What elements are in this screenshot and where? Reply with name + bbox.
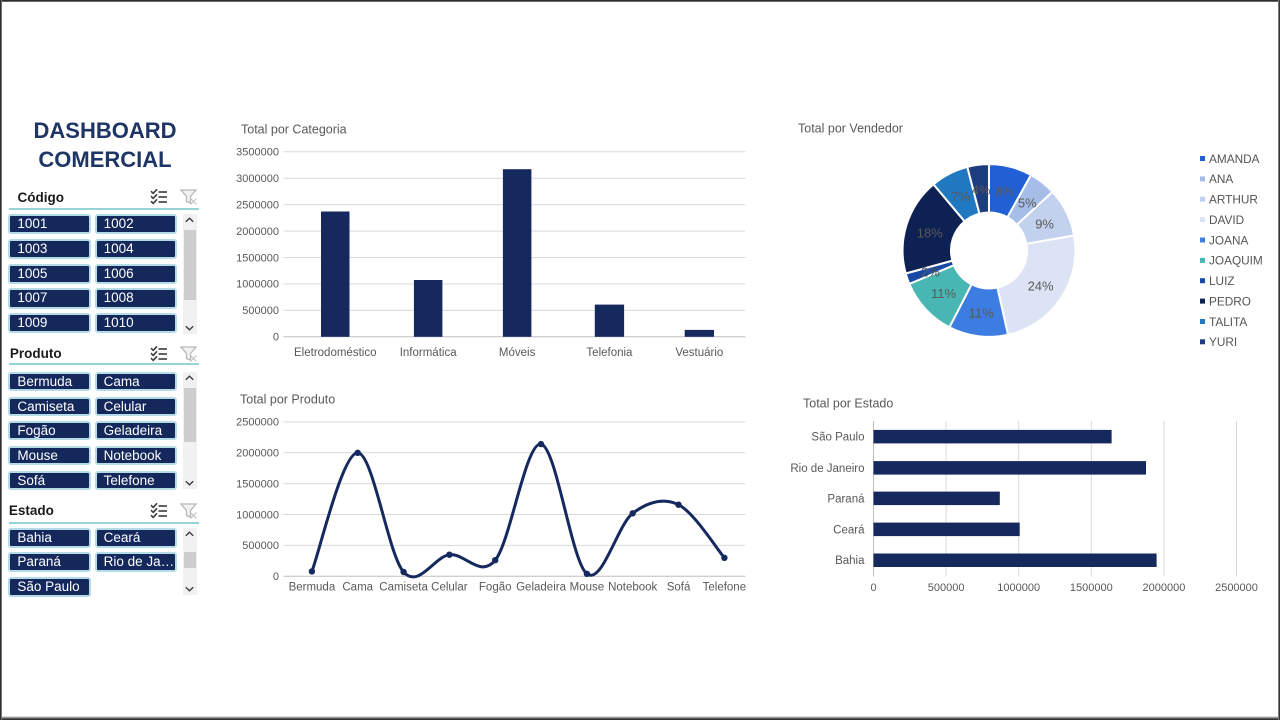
svg-text:1000000: 1000000: [236, 509, 279, 521]
svg-text:2500000: 2500000: [236, 417, 279, 429]
svg-text:JOAQUIM: JOAQUIM: [1209, 254, 1263, 268]
svg-text:2500000: 2500000: [1215, 582, 1258, 594]
svg-text:18%: 18%: [917, 226, 943, 241]
svg-text:2000000: 2000000: [1142, 582, 1185, 594]
svg-text:Total por Produto: Total por Produto: [240, 393, 335, 407]
svg-text:500000: 500000: [242, 305, 279, 317]
svg-text:Informática: Informática: [400, 347, 457, 359]
svg-text:0: 0: [870, 582, 876, 594]
svg-text:Vestuário: Vestuário: [675, 347, 723, 359]
svg-text:500000: 500000: [242, 540, 279, 552]
svg-text:Notebook: Notebook: [608, 582, 657, 594]
svg-text:24%: 24%: [1028, 278, 1054, 293]
svg-text:Fogão: Fogão: [479, 582, 512, 594]
svg-text:Bahia: Bahia: [835, 555, 865, 567]
svg-text:500000: 500000: [928, 582, 965, 594]
svg-text:ARTHUR: ARTHUR: [1209, 193, 1258, 207]
svg-text:Móveis: Móveis: [499, 347, 536, 359]
svg-text:0: 0: [273, 571, 279, 583]
svg-text:PEDRO: PEDRO: [1209, 294, 1251, 308]
svg-text:Geladeira: Geladeira: [516, 582, 566, 594]
svg-text:1500000: 1500000: [236, 252, 279, 264]
svg-text:Eletrodoméstico: Eletrodoméstico: [294, 347, 376, 359]
svg-text:DAVID: DAVID: [1209, 213, 1244, 227]
svg-text:Paraná: Paraná: [827, 493, 865, 505]
svg-text:1500000: 1500000: [1070, 582, 1113, 594]
svg-text:Ceará: Ceará: [833, 524, 865, 536]
svg-text:5%: 5%: [1018, 195, 1037, 210]
svg-text:ANA: ANA: [1209, 172, 1233, 186]
svg-text:9%: 9%: [1035, 217, 1054, 232]
svg-text:3500000: 3500000: [236, 147, 279, 159]
svg-text:Total por Estado: Total por Estado: [803, 397, 893, 411]
svg-text:8%: 8%: [995, 184, 1014, 199]
svg-text:LUIZ: LUIZ: [1209, 274, 1235, 288]
svg-text:Cama: Cama: [342, 582, 373, 594]
svg-text:Telefonia: Telefonia: [586, 347, 633, 359]
svg-text:1500000: 1500000: [236, 478, 279, 490]
svg-text:2%: 2%: [921, 264, 940, 279]
svg-text:Bermuda: Bermuda: [289, 582, 336, 594]
svg-text:Telefone: Telefone: [703, 582, 746, 594]
svg-text:Celular: Celular: [431, 582, 468, 594]
svg-text:YURI: YURI: [1209, 335, 1237, 349]
svg-text:2500000: 2500000: [236, 199, 279, 211]
svg-text:Total por Vendedor: Total por Vendedor: [798, 122, 903, 136]
svg-text:Mouse: Mouse: [570, 582, 605, 594]
svg-text:7%: 7%: [951, 189, 970, 204]
svg-text:3000000: 3000000: [236, 173, 279, 185]
svg-text:11%: 11%: [969, 306, 994, 321]
svg-text:Camiseta: Camiseta: [379, 582, 428, 594]
svg-text:2000000: 2000000: [236, 226, 279, 238]
svg-text:2000000: 2000000: [236, 448, 279, 460]
svg-text:Sofá: Sofá: [667, 582, 691, 594]
svg-text:0: 0: [273, 332, 279, 344]
svg-text:São Paulo: São Paulo: [811, 432, 864, 444]
svg-text:JOANA: JOANA: [1209, 233, 1248, 247]
svg-text:Total por Categoria: Total por Categoria: [241, 123, 347, 137]
svg-text:TALITA: TALITA: [1209, 315, 1247, 329]
svg-text:Rio de Janeiro: Rio de Janeiro: [790, 463, 864, 475]
svg-text:AMANDA: AMANDA: [1209, 152, 1260, 166]
svg-text:4%: 4%: [972, 183, 991, 198]
svg-text:1000000: 1000000: [236, 279, 279, 291]
svg-text:1000000: 1000000: [997, 582, 1040, 594]
svg-text:11%: 11%: [931, 286, 956, 301]
